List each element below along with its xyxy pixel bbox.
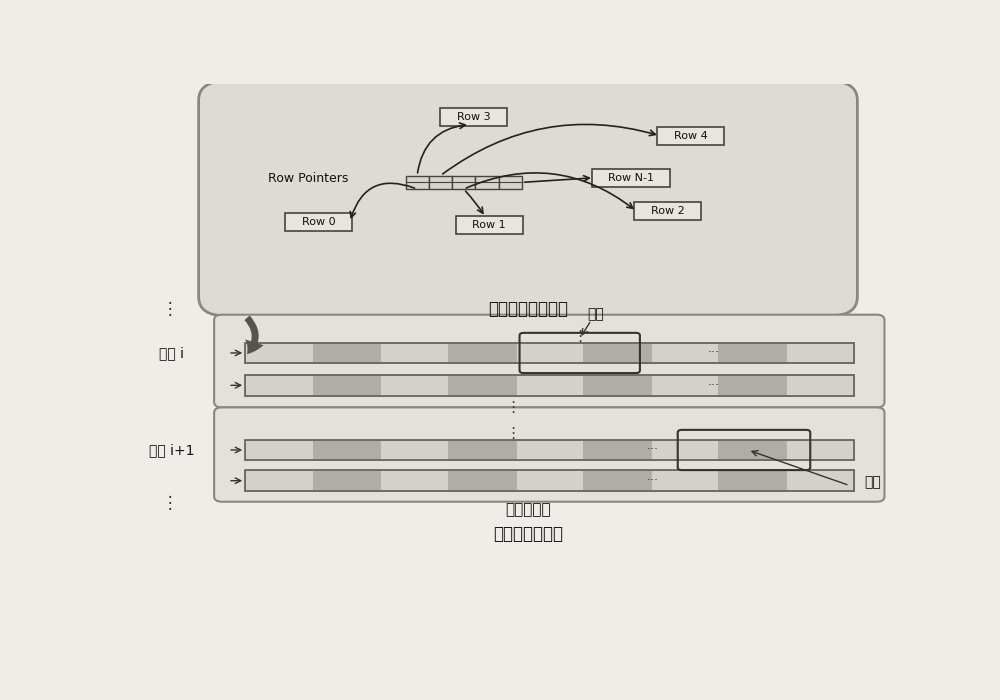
Bar — [786, 343, 854, 363]
Text: Row Pointers: Row Pointers — [268, 172, 349, 185]
Text: ···: ··· — [708, 379, 720, 392]
Text: ⋮: ⋮ — [572, 329, 587, 344]
Text: Row 2: Row 2 — [651, 206, 684, 216]
Bar — [245, 440, 313, 460]
Text: 行块: 行块 — [864, 475, 881, 489]
Bar — [786, 375, 854, 396]
Bar — [583, 343, 651, 363]
Bar — [651, 470, 718, 491]
Bar — [651, 440, 718, 460]
Bar — [245, 343, 854, 363]
Bar — [448, 375, 516, 396]
Bar — [475, 176, 499, 189]
FancyArrowPatch shape — [244, 316, 264, 354]
Text: 不连续的内存分配: 不连续的内存分配 — [488, 300, 568, 318]
FancyBboxPatch shape — [592, 169, 670, 187]
Bar — [516, 375, 583, 396]
Bar — [448, 470, 516, 491]
Bar — [245, 343, 313, 363]
Bar — [583, 375, 651, 396]
Bar — [380, 343, 448, 363]
FancyBboxPatch shape — [634, 202, 701, 220]
FancyBboxPatch shape — [657, 127, 724, 145]
Text: 颜色 i+1: 颜色 i+1 — [149, 443, 194, 457]
Bar — [245, 375, 313, 396]
Text: 颜色 i: 颜色 i — [159, 346, 184, 360]
FancyBboxPatch shape — [285, 213, 352, 231]
Bar — [452, 176, 475, 189]
Text: 并行块行组: 并行块行组 — [505, 503, 551, 517]
Bar — [651, 375, 718, 396]
Text: Row N-1: Row N-1 — [608, 173, 654, 183]
Text: Row 0: Row 0 — [302, 217, 336, 227]
Bar — [718, 440, 786, 460]
Bar — [245, 375, 854, 396]
Bar — [380, 440, 448, 460]
Bar — [245, 470, 313, 491]
Text: 连续的内存分配: 连续的内存分配 — [493, 525, 563, 543]
Bar — [313, 343, 380, 363]
Bar — [429, 176, 452, 189]
FancyBboxPatch shape — [214, 407, 884, 502]
FancyBboxPatch shape — [199, 81, 857, 316]
FancyBboxPatch shape — [440, 108, 507, 126]
Bar — [786, 470, 854, 491]
Bar — [245, 440, 854, 460]
FancyBboxPatch shape — [456, 216, 523, 234]
Text: ···: ··· — [708, 346, 720, 360]
Bar — [786, 440, 854, 460]
Text: ⋮: ⋮ — [505, 426, 520, 441]
FancyBboxPatch shape — [214, 315, 884, 407]
Bar — [313, 470, 380, 491]
Bar — [718, 343, 786, 363]
Text: ···: ··· — [647, 444, 659, 456]
Text: ⋮: ⋮ — [162, 300, 178, 318]
Text: Row 3: Row 3 — [457, 112, 491, 122]
Text: Row 4: Row 4 — [674, 131, 708, 141]
Bar — [313, 440, 380, 460]
Bar — [583, 470, 651, 491]
Text: 行块: 行块 — [587, 308, 604, 322]
Bar — [245, 470, 854, 491]
Bar — [583, 440, 651, 460]
Bar — [448, 343, 516, 363]
Bar — [380, 470, 448, 491]
Bar — [448, 440, 516, 460]
Bar — [516, 440, 583, 460]
Text: Row 1: Row 1 — [472, 220, 506, 230]
Bar — [516, 470, 583, 491]
Bar — [406, 176, 429, 189]
Bar — [718, 470, 786, 491]
Bar — [651, 343, 718, 363]
Text: ···: ··· — [647, 474, 659, 487]
Text: ⋮: ⋮ — [162, 494, 178, 512]
Text: ⋮: ⋮ — [505, 400, 520, 415]
Bar — [718, 375, 786, 396]
Bar — [380, 375, 448, 396]
Bar — [313, 375, 380, 396]
Bar — [499, 176, 522, 189]
Bar — [516, 343, 583, 363]
